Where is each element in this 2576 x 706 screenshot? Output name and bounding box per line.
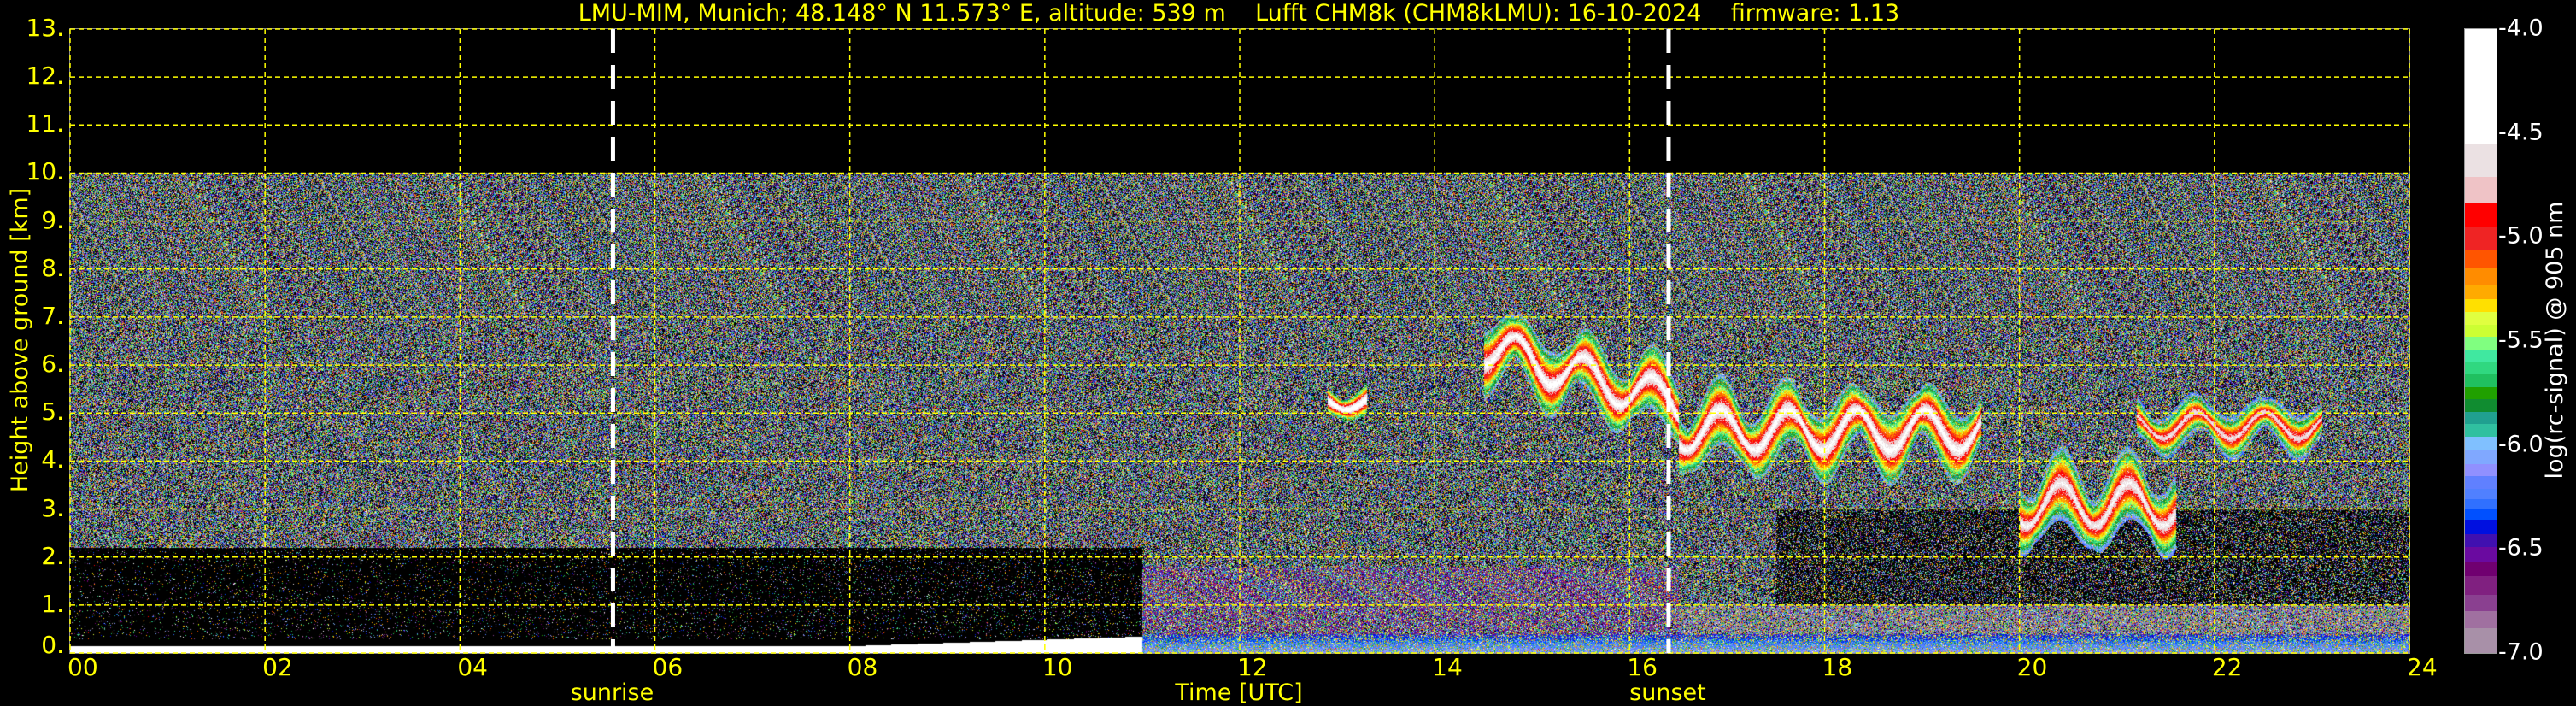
y-axis-label: Height above ground [km] [7, 187, 33, 493]
colorbar-segment [2465, 498, 2497, 510]
y-tick-label: 11. [26, 109, 64, 138]
colorbar [2464, 28, 2497, 654]
y-tick-label: 2. [41, 541, 64, 570]
colorbar-tick-label: -5.5 [2498, 327, 2544, 354]
sunrise-label: sunrise [570, 680, 654, 706]
colorbar-tick-label: -6.5 [2498, 534, 2544, 562]
y-tick-label: 1. [41, 589, 64, 618]
colorbar-segment [2465, 476, 2497, 490]
x-tick-label: 08 [847, 653, 878, 681]
colorbar-segment [2465, 424, 2497, 438]
y-tick-label: 7. [41, 301, 64, 330]
colorbar-segment [2465, 594, 2497, 612]
x-tick-label: 18 [1822, 653, 1853, 681]
sunset-label: sunset [1629, 680, 1706, 706]
x-tick-label: 16 [1627, 653, 1658, 681]
x-tick-label: 06 [652, 653, 684, 681]
colorbar-segment [2465, 520, 2497, 535]
grid-overlay [69, 28, 2410, 654]
colorbar-segment [2465, 324, 2497, 338]
y-tick-label: 6. [41, 350, 64, 379]
colorbar-segment [2465, 488, 2497, 500]
colorbar-segment [2465, 436, 2497, 450]
colorbar-tick-label: -7.0 [2498, 638, 2544, 666]
colorbar-segment [2465, 611, 2497, 629]
x-tick-label: 10 [1042, 653, 1073, 681]
colorbar-segment [2465, 337, 2497, 350]
colorbar-label: log(rc-signal) @ 905 nm [2542, 201, 2568, 479]
y-tick-label: 12. [26, 62, 64, 91]
colorbar-segment [2465, 299, 2497, 313]
colorbar-tick-label: -4.0 [2498, 15, 2544, 42]
plot-area [69, 28, 2410, 654]
colorbar-tick-label: -4.5 [2498, 119, 2544, 146]
colorbar-segment [2465, 463, 2497, 477]
x-tick-label: 02 [262, 653, 293, 681]
colorbar-segment [2465, 29, 2497, 144]
colorbar-tick-label: -5.0 [2498, 222, 2544, 250]
colorbar-segment [2465, 399, 2497, 413]
colorbar-segment [2465, 374, 2497, 388]
x-tick-label: 22 [2211, 653, 2243, 681]
colorbar-segment [2465, 534, 2497, 548]
colorbar-segment [2465, 509, 2497, 521]
y-tick-label: 9. [41, 205, 64, 234]
colorbar-segment [2465, 449, 2497, 465]
x-tick-label: 20 [2016, 653, 2048, 681]
colorbar-segment [2465, 349, 2497, 362]
colorbar-tick-label: -6.0 [2498, 431, 2544, 458]
y-tick-label: 10. [26, 157, 64, 186]
x-tick-label: 00 [67, 653, 98, 681]
colorbar-segment [2465, 386, 2497, 400]
colorbar-segment [2465, 203, 2497, 227]
x-axis-label: Time [UTC] [1175, 680, 1303, 706]
colorbar-segment [2465, 561, 2497, 577]
colorbar-segment [2465, 227, 2497, 250]
y-tick-label: 0. [41, 631, 64, 659]
colorbar-segment [2465, 546, 2497, 562]
colorbar-segment [2465, 268, 2497, 285]
colorbar-segment [2465, 311, 2497, 326]
x-tick-label: 12 [1237, 653, 1268, 681]
colorbar-segment [2465, 575, 2497, 596]
y-tick-label: 8. [41, 253, 64, 282]
x-tick-label: 04 [457, 653, 488, 681]
y-tick-label: 5. [41, 397, 64, 427]
colorbar-segment [2465, 411, 2497, 425]
colorbar-segment [2465, 143, 2497, 178]
y-tick-label: 4. [41, 445, 64, 474]
y-tick-label: 3. [41, 493, 64, 522]
chart-title: LMU-MIM, Munich; 48.148° N 11.573° E, al… [578, 0, 1900, 26]
colorbar-segment [2465, 176, 2497, 204]
colorbar-segment [2465, 362, 2497, 375]
x-tick-label: 14 [1432, 653, 1463, 681]
colorbar-segment [2465, 285, 2497, 300]
colorbar-segment [2465, 249, 2497, 269]
x-tick-label: 24 [2407, 653, 2438, 681]
colorbar-segment [2465, 627, 2497, 654]
y-tick-label: 13. [26, 14, 64, 42]
